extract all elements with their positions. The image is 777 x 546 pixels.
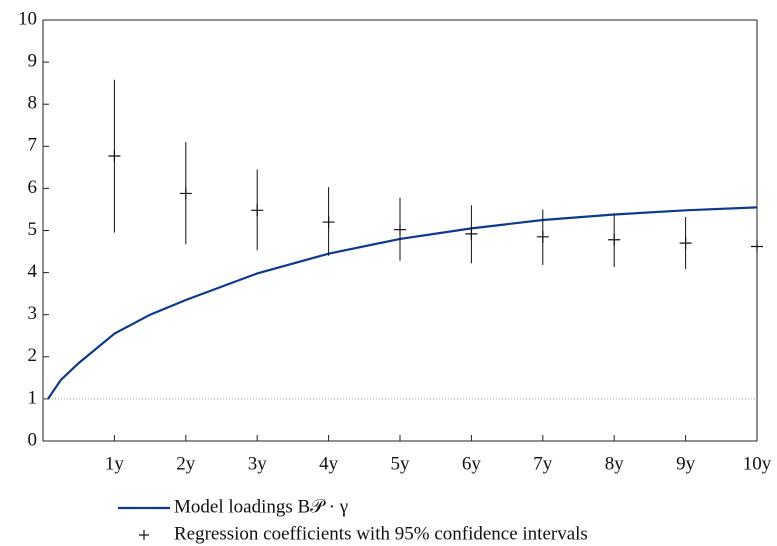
x-tick-label: 10y (743, 453, 772, 474)
y-tick-label: 8 (28, 93, 38, 114)
coefficient-marker (179, 187, 192, 200)
coefficient-marker (751, 240, 763, 253)
y-tick-label: 2 (28, 345, 38, 366)
y-tick-label: 5 (28, 219, 38, 240)
legend-label: Regression coefficients with 95% confide… (174, 523, 588, 544)
y-tick-label: 4 (28, 261, 38, 282)
x-tick-label: 1y (105, 453, 125, 474)
y-tick-label: 7 (28, 135, 38, 156)
x-tick-label: 5y (391, 453, 411, 474)
coefficient-marker (536, 230, 549, 243)
coefficient-marker (108, 149, 121, 162)
y-tick-label: 9 (28, 50, 38, 71)
y-tick-label: 1 (28, 387, 38, 408)
coefficient-marker (465, 227, 478, 240)
y-tick-label: 6 (28, 177, 38, 198)
y-tick-label: 10 (18, 8, 37, 29)
coefficient-marker (679, 237, 692, 250)
x-tick-label: 6y (462, 453, 482, 474)
x-tick-label: 4y (319, 453, 339, 474)
x-tick-label: 3y (248, 453, 268, 474)
plot-frame (42, 19, 758, 442)
x-tick-label: 8y (605, 453, 625, 474)
coefficient-marker (322, 216, 335, 229)
x-tick-label: 2y (176, 453, 196, 474)
legend-swatch (139, 530, 149, 540)
x-tick-label: 9y (676, 453, 696, 474)
coefficient-marker (394, 223, 406, 236)
coefficient-marker (608, 233, 621, 246)
coefficient-marker (251, 204, 264, 217)
x-tick-label: 7y (533, 453, 553, 474)
y-tick-label: 3 (28, 303, 38, 324)
model-line (47, 206, 758, 400)
y-tick-label: 0 (28, 429, 38, 450)
legend-label: Model loadings B𝒫 · γ (174, 496, 348, 517)
